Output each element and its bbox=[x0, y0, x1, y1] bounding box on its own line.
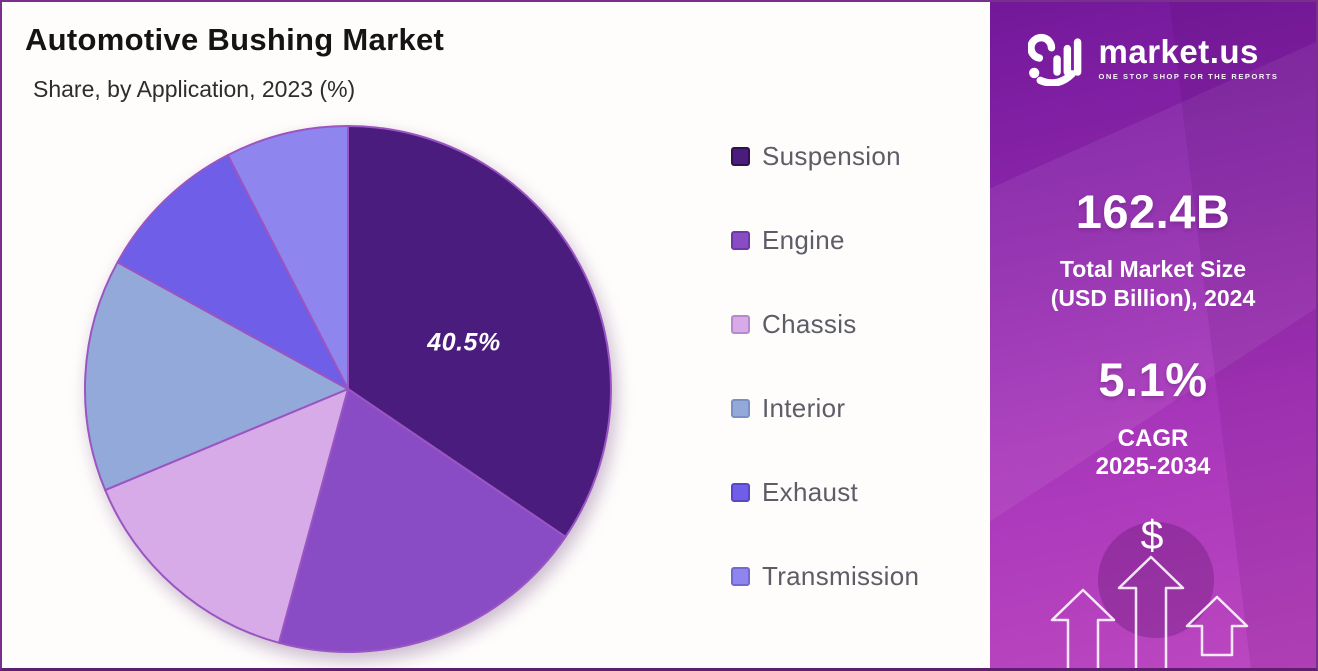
pie-slice-engine bbox=[278, 388, 567, 653]
pie-slice-exhaust bbox=[116, 154, 349, 390]
legend-label: Suspension bbox=[762, 140, 901, 171]
pie-slice-chassis bbox=[104, 388, 349, 644]
legend-swatch-icon bbox=[731, 146, 750, 166]
legend-item-transmission: Transmission bbox=[731, 534, 919, 618]
arrow-up-left-icon bbox=[1050, 588, 1116, 668]
market-size-label: Total Market Size (USD Billion), 2024 bbox=[990, 255, 1316, 313]
cagr-value: 5.1% bbox=[1098, 353, 1208, 406]
cagr-label-line2: 2025-2034 bbox=[1095, 453, 1211, 480]
growth-arrows-icon: $ bbox=[1050, 512, 1249, 668]
side-panel: market.us ONE STOP SHOP FOR THE REPORTS … bbox=[990, 2, 1316, 668]
market-size-label-line1: Total Market Size bbox=[1059, 256, 1247, 282]
market-size-value: 162.4B bbox=[1075, 185, 1231, 238]
legend-label: Interior bbox=[762, 392, 846, 423]
legend-item-engine: Engine bbox=[731, 198, 919, 282]
arrow-up-middle-icon bbox=[1117, 555, 1185, 668]
pie-slice-transmission bbox=[226, 125, 349, 390]
legend-label: Exhaust bbox=[762, 476, 859, 507]
legend-swatch-icon bbox=[731, 314, 750, 334]
logo-tagline: ONE STOP SHOP FOR THE REPORTS bbox=[1098, 72, 1279, 81]
legend-item-exhaust: Exhaust bbox=[731, 450, 919, 534]
pie-slice-label-suspension: 40.5% bbox=[427, 328, 501, 357]
page-title: Automotive Bushing Market bbox=[25, 22, 445, 57]
legend-item-chassis: Chassis bbox=[731, 282, 919, 366]
legend-swatch-icon bbox=[731, 482, 750, 502]
pie-chart bbox=[83, 125, 612, 653]
arrow-up-right-icon bbox=[1185, 595, 1249, 657]
logo-name: market.us bbox=[1098, 33, 1259, 70]
cagr-label-line1: CAGR bbox=[1117, 425, 1189, 452]
pie-slice-suspension bbox=[347, 125, 612, 538]
legend-item-interior: Interior bbox=[731, 366, 919, 450]
market-size-label-line2: (USD Billion), 2024 bbox=[1050, 285, 1256, 311]
market-us-logo-icon bbox=[1027, 33, 1081, 86]
cagr-label: CAGR 2025-2034 bbox=[990, 425, 1316, 481]
legend-label: Transmission bbox=[762, 560, 920, 591]
legend-item-suspension: Suspension bbox=[731, 114, 919, 198]
legend-swatch-icon bbox=[731, 230, 750, 250]
chart-legend: Suspension Engine Chassis Interior Exhaust Tr… bbox=[731, 114, 919, 618]
market-us-logo-text: market.us ONE STOP SHOP FOR THE REPORTS bbox=[1099, 35, 1279, 81]
legend-swatch-icon bbox=[731, 566, 750, 586]
legend-swatch-icon bbox=[731, 398, 750, 418]
legend-label: Chassis bbox=[762, 308, 857, 339]
legend-label: Engine bbox=[762, 224, 845, 255]
market-us-logo: market.us ONE STOP SHOP FOR THE REPORTS bbox=[990, 30, 1316, 86]
pie-slice-interior bbox=[83, 261, 349, 492]
dollar-icon: $ bbox=[1141, 512, 1164, 558]
chart-subtitle: Share, by Application, 2023 (%) bbox=[33, 76, 356, 102]
